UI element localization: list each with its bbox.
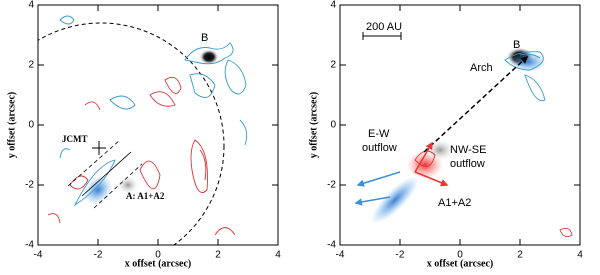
y-axis-label: y offset (arcsec): [308, 92, 319, 158]
y-tick-label: -2: [327, 180, 336, 191]
x-tick-label: 0: [457, 250, 463, 261]
annotation: B: [513, 39, 520, 51]
annotation: A: A1+A2: [126, 191, 165, 201]
x-tick-label: 2: [215, 250, 221, 261]
x-tick-label: 0: [155, 250, 161, 261]
left-image: [38, 15, 248, 245]
y-axis-label: y offset (arcsec): [6, 92, 17, 158]
y-tick-label: 4: [28, 0, 34, 11]
y-tick-label: 2: [330, 60, 336, 71]
y-tick-label: -2: [25, 180, 34, 191]
x-axis-label: x offset (arcsec): [427, 258, 493, 269]
x-tick-label: 4: [275, 250, 281, 261]
x-tick-label: -2: [396, 250, 405, 261]
annotation: A1+A2: [438, 197, 471, 209]
y-tick-label: 2: [28, 60, 34, 71]
y-tick-label: 0: [28, 120, 34, 131]
y-tick-label: -4: [327, 240, 336, 251]
annotation: B: [201, 32, 208, 44]
y-tick-label: -4: [25, 240, 34, 251]
annotation: E-W: [368, 128, 390, 140]
x-tick-label: -2: [94, 250, 103, 261]
x-tick-label: -4: [34, 250, 43, 261]
y-tick-label: 0: [330, 120, 336, 131]
annotation: outflow: [362, 142, 397, 154]
x-tick-label: 2: [517, 250, 523, 261]
x-tick-label: 4: [577, 250, 583, 261]
y-tick-label: 4: [330, 0, 336, 11]
annotation: outflow: [450, 158, 485, 170]
x-tick-label: -4: [336, 250, 345, 261]
annotation: 200 AU: [366, 21, 402, 33]
plot-frame: [37, 4, 279, 246]
x-axis-label: x offset (arcsec): [125, 258, 191, 269]
annotation: NW-SE: [450, 144, 486, 156]
annotation: Arch: [470, 62, 493, 74]
right-image: [354, 32, 573, 238]
annotation: JCMT: [62, 134, 88, 144]
